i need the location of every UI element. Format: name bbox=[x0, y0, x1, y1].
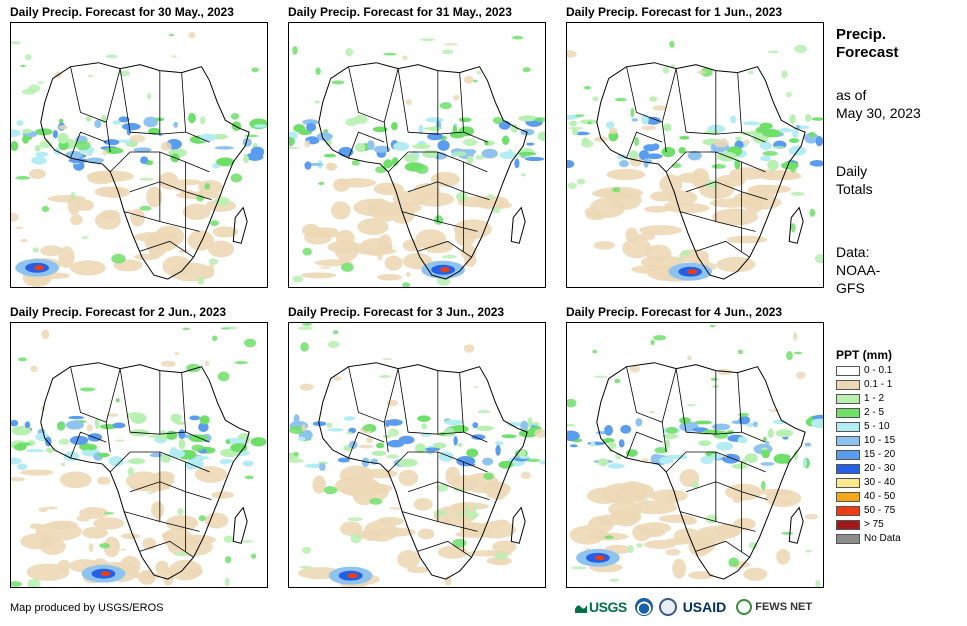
legend-item: 20 - 30 bbox=[836, 462, 926, 476]
legend-swatch bbox=[836, 380, 860, 390]
legend-items: 0 - 0.1 0.1 - 1 1 - 2 2 - 5 5 - 10 10 - 15 15 … bbox=[836, 364, 926, 546]
legend-item: No Data bbox=[836, 532, 926, 546]
legend-swatch bbox=[836, 520, 860, 530]
map-credit: Map produced by USGS/EROS bbox=[10, 602, 164, 614]
data-source: Data: NOAA- GFS bbox=[836, 244, 881, 296]
usgs-logo: USGS bbox=[575, 599, 627, 615]
panel-title: Daily Precip. Forecast for 31 May., 2023 bbox=[288, 5, 512, 19]
legend-label: 2 - 5 bbox=[864, 407, 885, 418]
panel-title: Daily Precip. Forecast for 3 Jun., 2023 bbox=[288, 305, 505, 319]
legend-item: 50 - 75 bbox=[836, 504, 926, 518]
africa-map bbox=[567, 40, 823, 282]
legend-item: 1 - 2 bbox=[836, 392, 926, 406]
legend-swatch bbox=[836, 394, 860, 404]
forecast-panel-4: Daily Precip. Forecast for 2 Jun., 2023 bbox=[10, 304, 268, 588]
fews-globe-icon bbox=[736, 599, 753, 615]
legend-title: PPT (mm) bbox=[836, 348, 893, 362]
panel-title: Daily Precip. Forecast for 30 May., 2023 bbox=[10, 5, 234, 19]
legend-item: 40 - 50 bbox=[836, 490, 926, 504]
fews-net-logo: FEWS NET bbox=[755, 601, 813, 613]
africa-map bbox=[289, 323, 545, 587]
precip-map bbox=[288, 322, 546, 588]
forecast-panel-3: Daily Precip. Forecast for 1 Jun., 2023 bbox=[566, 4, 824, 288]
forecast-panel-1: Daily Precip. Forecast for 30 May., 2023 bbox=[10, 4, 268, 288]
forecast-panel-5: Daily Precip. Forecast for 3 Jun., 2023 bbox=[288, 304, 546, 588]
usgs-wave-icon bbox=[575, 605, 587, 613]
legend-item: 0.1 - 1 bbox=[836, 378, 926, 392]
africa-map bbox=[11, 31, 267, 287]
legend-item: 5 - 10 bbox=[836, 420, 926, 434]
forecast-panel-2: Daily Precip. Forecast for 31 May., 2023 bbox=[288, 4, 546, 288]
legend-swatch bbox=[836, 450, 860, 460]
ppt-legend: PPT (mm) 0 - 0.1 0.1 - 1 1 - 2 2 - 5 5 - 10 1… bbox=[836, 346, 926, 546]
legend-label: 0 - 0.1 bbox=[864, 365, 893, 376]
legend-swatch bbox=[836, 478, 860, 488]
legend-label: > 75 bbox=[864, 519, 884, 530]
legend-item: 0 - 0.1 bbox=[836, 364, 926, 378]
legend-swatch bbox=[836, 436, 860, 446]
legend-label: 50 - 75 bbox=[864, 505, 896, 516]
noaa-seal-icon bbox=[634, 598, 653, 616]
africa-map bbox=[289, 35, 545, 287]
legend-label: 0.1 - 1 bbox=[864, 379, 893, 390]
panel-title: Daily Precip. Forecast for 2 Jun., 2023 bbox=[10, 305, 227, 319]
precip-map bbox=[566, 22, 824, 288]
panel-title: Daily Precip. Forecast for 1 Jun., 2023 bbox=[566, 5, 783, 19]
usaid-logo: USAID bbox=[682, 599, 727, 615]
africa-map bbox=[567, 324, 823, 587]
legend-item: > 75 bbox=[836, 518, 926, 532]
legend-item: 2 - 5 bbox=[836, 406, 926, 420]
legend-swatch bbox=[836, 422, 860, 432]
legend-label: 40 - 50 bbox=[864, 491, 896, 502]
legend-swatch bbox=[836, 408, 860, 418]
legend-label: 1 - 2 bbox=[864, 393, 885, 404]
panel-title: Daily Precip. Forecast for 4 Jun., 2023 bbox=[566, 305, 783, 319]
daily-totals-label: Daily Totals bbox=[836, 163, 873, 197]
legend-label: 30 - 40 bbox=[864, 477, 896, 488]
legend-item: 10 - 15 bbox=[836, 434, 926, 448]
state-dept-seal-icon bbox=[658, 598, 677, 616]
precip-map bbox=[566, 322, 824, 588]
forecast-panel-6: Daily Precip. Forecast for 4 Jun., 2023 bbox=[566, 304, 824, 588]
legend-item: 15 - 20 bbox=[836, 448, 926, 462]
africa-map bbox=[11, 326, 267, 587]
precip-map bbox=[288, 22, 546, 288]
legend-swatch bbox=[836, 492, 860, 502]
logo-strip: USGS USAID FEWS NET bbox=[575, 596, 812, 618]
legend-label: 10 - 15 bbox=[864, 435, 896, 446]
legend-swatch bbox=[836, 506, 860, 516]
forecast-title: Precip. Forecast bbox=[836, 26, 899, 61]
legend-swatch bbox=[836, 464, 860, 474]
legend-label: 5 - 10 bbox=[864, 421, 890, 432]
precip-map bbox=[10, 322, 268, 588]
legend-label: 15 - 20 bbox=[864, 449, 896, 460]
legend-label: No Data bbox=[864, 533, 901, 544]
as-of-date: as of May 30, 2023 bbox=[836, 87, 921, 121]
legend-label: 20 - 30 bbox=[864, 463, 896, 474]
legend-swatch bbox=[836, 534, 860, 544]
legend-item: 30 - 40 bbox=[836, 476, 926, 490]
legend-swatch bbox=[836, 366, 860, 376]
precip-map bbox=[10, 22, 268, 288]
